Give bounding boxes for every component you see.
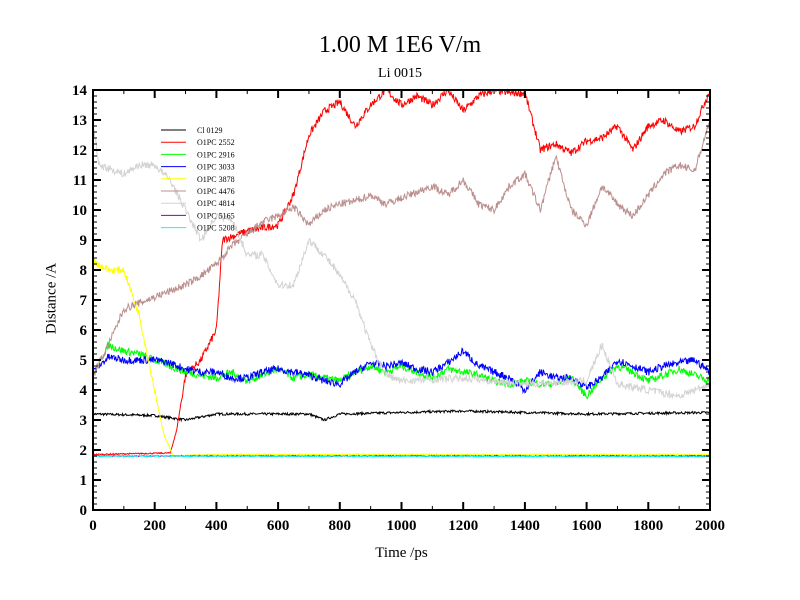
x-axis-label: Time /ps (375, 545, 428, 561)
series-line-6 (92, 123, 711, 400)
y-tick-label: 9 (80, 233, 88, 249)
y-tick-label: 1 (80, 473, 88, 489)
series-line-0 (92, 408, 711, 423)
plot-frame (92, 89, 711, 511)
series-line-5 (92, 119, 711, 377)
series-line-8 (92, 454, 711, 458)
x-tick-label: 1000 (387, 518, 417, 534)
series-line-4 (92, 258, 711, 458)
x-tick-label: 800 (329, 518, 352, 534)
series-line-1 (92, 88, 711, 456)
y-tick-label: 14 (72, 83, 88, 99)
legend-label: O1PC 4476 (197, 187, 235, 196)
y-tick-label: 11 (73, 173, 87, 189)
y-tick-label: 12 (72, 143, 87, 159)
legend-label: O1PC 2552 (197, 138, 235, 147)
legend-label: O1PC 3033 (197, 163, 235, 172)
x-tick-label: 600 (267, 518, 290, 534)
legend-label: O1PC 5165 (197, 211, 235, 220)
x-tick-label: 2000 (695, 518, 725, 534)
x-tick-label: 400 (205, 518, 228, 534)
y-tick-label: 7 (80, 293, 88, 309)
y-tick-label: 3 (80, 413, 88, 429)
series-line-3 (92, 347, 711, 395)
legend-label: O1PC 2916 (197, 150, 235, 159)
y-tick-label: 8 (80, 263, 88, 279)
legend-label: Cl 0129 (197, 126, 223, 135)
legend-label: O1PC 4814 (197, 199, 235, 208)
chart-title: 1.00 M 1E6 V/m (318, 32, 482, 58)
y-tick-label: 5 (80, 353, 88, 369)
x-tick-label: 1400 (510, 518, 540, 534)
y-tick-label: 2 (80, 443, 88, 459)
chart-subtitle: Li 0015 (378, 66, 422, 81)
x-tick-label: 1800 (633, 518, 663, 534)
y-tick-label: 0 (80, 503, 88, 519)
x-tick-label: 1600 (572, 518, 602, 534)
series-line-2 (92, 340, 711, 400)
y-tick-label: 6 (80, 323, 88, 339)
legend-label: O1PC 5208 (197, 224, 235, 233)
x-tick-label: 0 (89, 518, 97, 534)
legend-label: O1PC 3878 (197, 175, 235, 184)
y-tick-label: 13 (72, 113, 87, 129)
y-tick-label: 10 (72, 203, 87, 219)
x-tick-label: 200 (143, 518, 166, 534)
x-tick-label: 1200 (448, 518, 478, 534)
y-tick-label: 4 (80, 383, 88, 399)
